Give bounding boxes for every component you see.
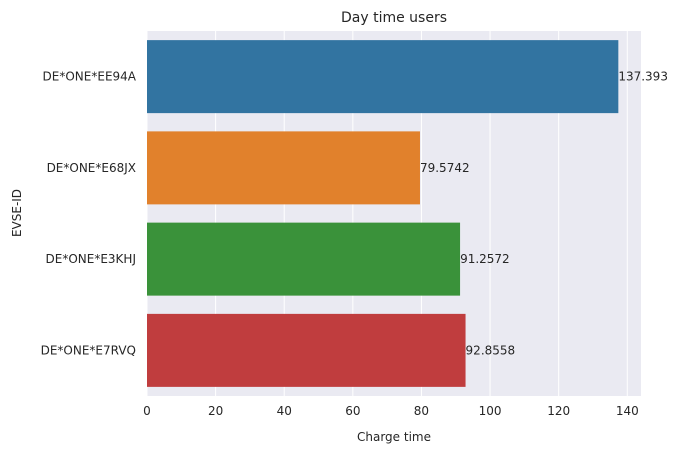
bar-value-label: 79.5742 <box>420 161 470 175</box>
x-tick-label: 120 <box>547 404 570 418</box>
bar-value-label: 92.8558 <box>466 343 516 357</box>
bars <box>147 40 619 387</box>
y-axis-ticks: DE*ONE*EE94A DE*ONE*E68JX DE*ONE*E3KHJ DE*O… <box>41 70 137 358</box>
x-axis-title: Charge time <box>357 430 431 444</box>
bar <box>147 131 420 205</box>
x-tick-label: 60 <box>345 404 360 418</box>
x-axis-ticks: 0 20 40 60 80 100 120 140 <box>143 404 639 418</box>
x-tick-label: 80 <box>414 404 429 418</box>
y-axis-title: EVSE-ID <box>10 189 24 237</box>
y-tick-label: DE*ONE*EE94A <box>43 70 137 84</box>
y-tick-label: DE*ONE*E3KHJ <box>46 252 136 266</box>
chart-title: Day time users <box>341 10 447 26</box>
bar <box>147 40 619 114</box>
x-tick-label: 20 <box>208 404 223 418</box>
y-tick-label: DE*ONE*E7RVQ <box>41 343 136 357</box>
x-tick-label: 0 <box>143 404 151 418</box>
bar <box>147 222 461 296</box>
x-tick-label: 140 <box>616 404 639 418</box>
x-tick-label: 100 <box>479 404 502 418</box>
bar-value-label: 137.393 <box>618 70 668 84</box>
x-tick-label: 40 <box>277 404 292 418</box>
bar <box>147 313 466 387</box>
y-tick-label: DE*ONE*E68JX <box>47 161 136 175</box>
bar-value-label: 91.2572 <box>460 252 510 266</box>
value-labels: 137.393 79.5742 91.2572 92.8558 <box>420 70 668 358</box>
